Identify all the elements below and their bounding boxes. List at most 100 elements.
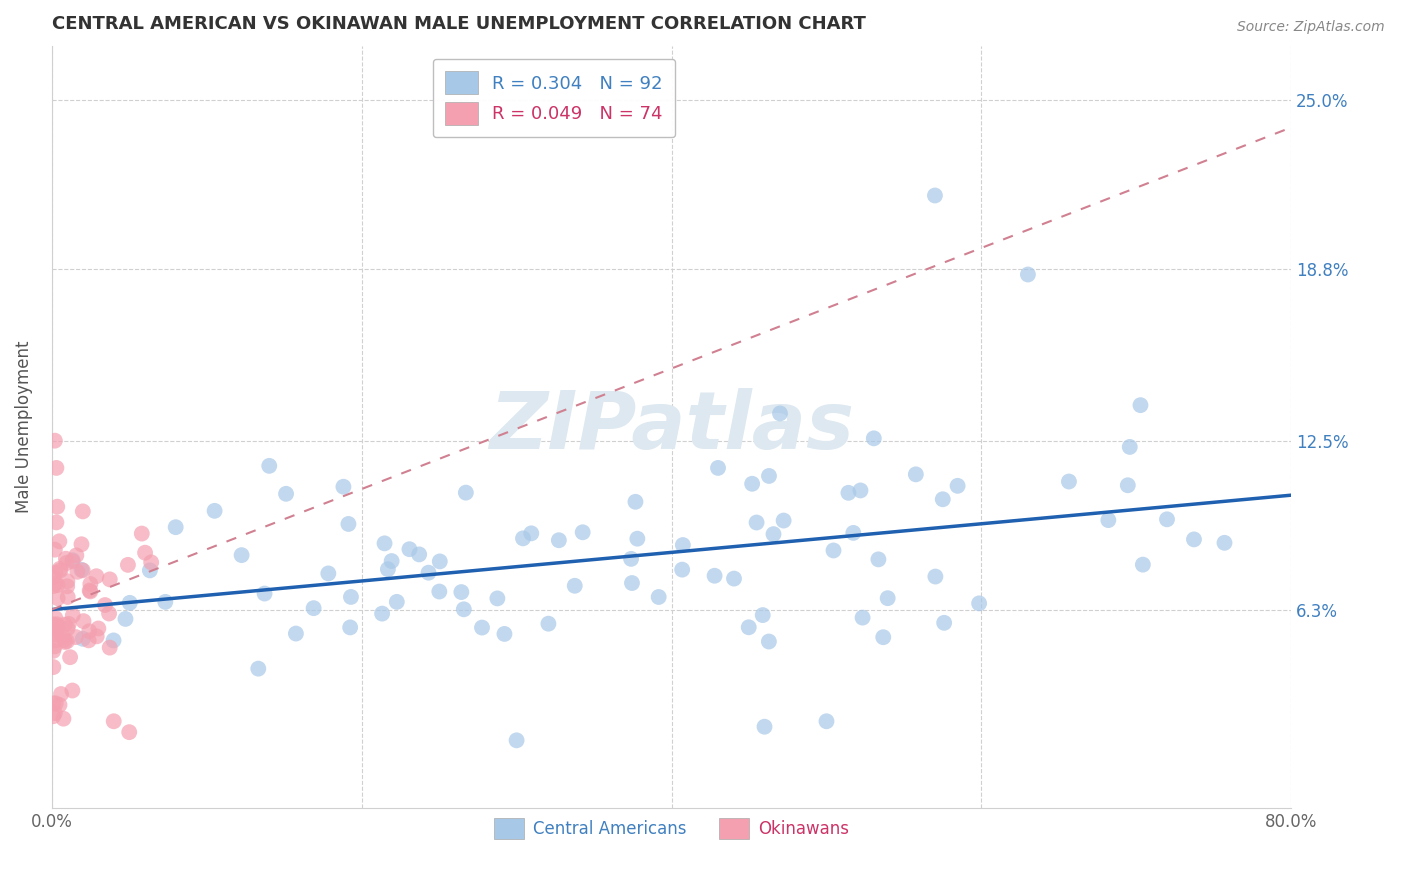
- Point: [1132, 558, 1154, 572]
- Point: [98, 573, 121, 587]
- Point: [44, 640, 66, 654]
- Point: [904, 467, 927, 482]
- Point: [46, 619, 69, 633]
- Point: [55, 551, 77, 566]
- Point: [48, 534, 70, 549]
- Point: [59, 650, 82, 665]
- Point: [45, 461, 67, 475]
- Point: [837, 485, 859, 500]
- Point: [1213, 536, 1236, 550]
- Y-axis label: Male Unemployment: Male Unemployment: [15, 341, 32, 513]
- Point: [86, 569, 108, 583]
- Point: [46, 591, 69, 606]
- Point: [56, 579, 79, 593]
- Point: [377, 562, 399, 576]
- Point: [624, 495, 647, 509]
- Point: [60, 683, 83, 698]
- Point: [762, 527, 785, 541]
- Point: [547, 533, 569, 548]
- Point: [1116, 478, 1139, 492]
- Text: ZIPatlas: ZIPatlas: [489, 388, 853, 466]
- Point: [1182, 533, 1205, 547]
- Point: [1097, 513, 1119, 527]
- Point: [571, 525, 593, 540]
- Point: [671, 563, 693, 577]
- Point: [453, 602, 475, 616]
- Point: [851, 610, 873, 624]
- Point: [94, 598, 117, 612]
- Point: [53, 635, 76, 649]
- Point: [131, 526, 153, 541]
- Point: [332, 480, 354, 494]
- Point: [155, 595, 177, 609]
- Point: [703, 568, 725, 582]
- Point: [72, 632, 94, 646]
- Point: [876, 591, 898, 606]
- Point: [42, 579, 65, 593]
- Point: [56, 634, 79, 648]
- Point: [62, 608, 84, 623]
- Point: [44, 542, 66, 557]
- Point: [49, 687, 72, 701]
- Point: [98, 640, 121, 655]
- Point: [45, 617, 67, 632]
- Point: [42, 696, 65, 710]
- Point: [486, 591, 509, 606]
- Text: Source: ZipAtlas.com: Source: ZipAtlas.com: [1237, 20, 1385, 34]
- Point: [450, 585, 472, 599]
- Point: [1129, 398, 1152, 412]
- Point: [42, 617, 65, 632]
- Point: [70, 537, 93, 551]
- Point: [247, 662, 270, 676]
- Point: [751, 608, 773, 623]
- Point: [620, 576, 643, 591]
- Point: [738, 620, 761, 634]
- Point: [44, 576, 66, 591]
- Point: [70, 563, 93, 577]
- Point: [72, 504, 94, 518]
- Point: [139, 563, 162, 577]
- Point: [707, 461, 730, 475]
- Point: [118, 725, 141, 739]
- Point: [1119, 440, 1142, 454]
- Point: [49, 563, 72, 577]
- Point: [42, 709, 65, 723]
- Point: [141, 555, 163, 569]
- Point: [53, 617, 76, 632]
- Point: [1057, 475, 1080, 489]
- Point: [494, 627, 516, 641]
- Point: [253, 586, 276, 600]
- Point: [87, 622, 110, 636]
- Point: [932, 492, 955, 507]
- Point: [427, 584, 450, 599]
- Point: [56, 590, 79, 604]
- Point: [79, 577, 101, 591]
- Point: [44, 434, 66, 448]
- Point: [537, 616, 560, 631]
- Point: [42, 660, 65, 674]
- Point: [103, 633, 125, 648]
- Point: [231, 548, 253, 562]
- Point: [66, 565, 89, 579]
- Point: [842, 525, 865, 540]
- Point: [398, 542, 420, 557]
- Point: [117, 558, 139, 572]
- Point: [340, 590, 363, 604]
- Point: [849, 483, 872, 498]
- Point: [79, 583, 101, 598]
- Point: [58, 616, 80, 631]
- Point: [42, 571, 65, 585]
- Point: [723, 572, 745, 586]
- Point: [967, 596, 990, 610]
- Point: [385, 595, 408, 609]
- Point: [371, 607, 394, 621]
- Point: [257, 458, 280, 473]
- Point: [454, 485, 477, 500]
- Point: [672, 538, 695, 552]
- Point: [741, 476, 763, 491]
- Point: [647, 590, 669, 604]
- Point: [72, 614, 94, 628]
- Point: [924, 188, 946, 202]
- Point: [924, 569, 946, 583]
- Point: [946, 479, 969, 493]
